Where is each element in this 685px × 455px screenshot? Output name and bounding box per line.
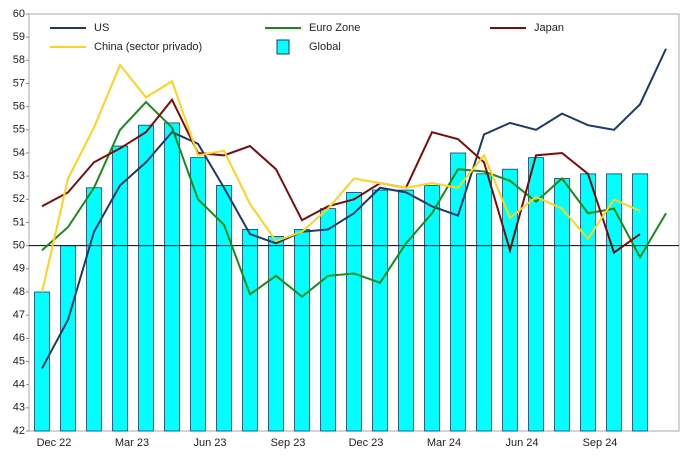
bar bbox=[242, 229, 258, 432]
y-tick-label: 53 bbox=[13, 170, 25, 182]
y-tick-label: 58 bbox=[13, 54, 25, 66]
bar bbox=[190, 157, 206, 432]
bar bbox=[554, 178, 570, 432]
x-tick-label: Mar 23 bbox=[115, 437, 149, 449]
bar bbox=[632, 173, 648, 432]
legend-label: Japan bbox=[534, 22, 564, 34]
y-tick-label: 57 bbox=[13, 77, 25, 89]
line-series bbox=[41, 100, 667, 298]
x-tick-label: Sep 23 bbox=[271, 437, 306, 449]
x-tick-label: Sep 24 bbox=[583, 437, 618, 449]
y-tick-label: 49 bbox=[13, 263, 25, 275]
y-tick-label: 60 bbox=[13, 8, 25, 20]
x-tick-label: Mar 24 bbox=[427, 437, 461, 449]
bar bbox=[294, 229, 310, 432]
y-tick-label: 59 bbox=[13, 31, 25, 43]
bar bbox=[372, 189, 388, 432]
y-tick-label: 45 bbox=[13, 355, 25, 367]
line-series bbox=[41, 48, 667, 369]
legend-label: China (sector privado) bbox=[94, 41, 202, 53]
line-series bbox=[41, 97, 641, 255]
x-tick-label: Jun 23 bbox=[193, 437, 226, 449]
y-tick-label: 52 bbox=[13, 193, 25, 205]
y-tick-label: 46 bbox=[13, 332, 25, 344]
bar bbox=[320, 208, 336, 432]
x-tick-label: Dec 23 bbox=[349, 437, 384, 449]
y-tick-label: 47 bbox=[13, 309, 25, 321]
line-series bbox=[41, 63, 641, 293]
bar bbox=[398, 189, 414, 432]
y-tick-label: 51 bbox=[13, 216, 25, 228]
y-tick-label: 48 bbox=[13, 286, 25, 298]
bar bbox=[216, 185, 232, 432]
bar bbox=[34, 291, 50, 432]
y-tick-label: 50 bbox=[13, 240, 25, 252]
bar bbox=[268, 235, 284, 432]
bar bbox=[424, 185, 440, 432]
bar bbox=[606, 173, 622, 432]
y-tick-label: 43 bbox=[13, 402, 25, 414]
bar bbox=[346, 191, 362, 432]
y-tick-label: 42 bbox=[13, 425, 25, 437]
bar bbox=[502, 168, 518, 432]
legend-swatch bbox=[276, 39, 290, 55]
bar bbox=[112, 145, 128, 432]
y-tick-label: 44 bbox=[13, 379, 25, 391]
bar bbox=[450, 152, 466, 432]
x-tick-label: Dec 22 bbox=[37, 437, 72, 449]
y-tick-label: 55 bbox=[13, 124, 25, 136]
legend-label: Euro Zone bbox=[309, 22, 360, 34]
legend-label: US bbox=[94, 22, 109, 34]
bar bbox=[476, 173, 492, 432]
bar bbox=[60, 245, 76, 432]
bar bbox=[138, 124, 154, 432]
x-tick-label: Jun 24 bbox=[505, 437, 538, 449]
y-tick-label: 54 bbox=[13, 147, 25, 159]
legend-label: Global bbox=[309, 41, 341, 53]
y-tick-label: 56 bbox=[13, 101, 25, 113]
bar bbox=[164, 122, 180, 432]
